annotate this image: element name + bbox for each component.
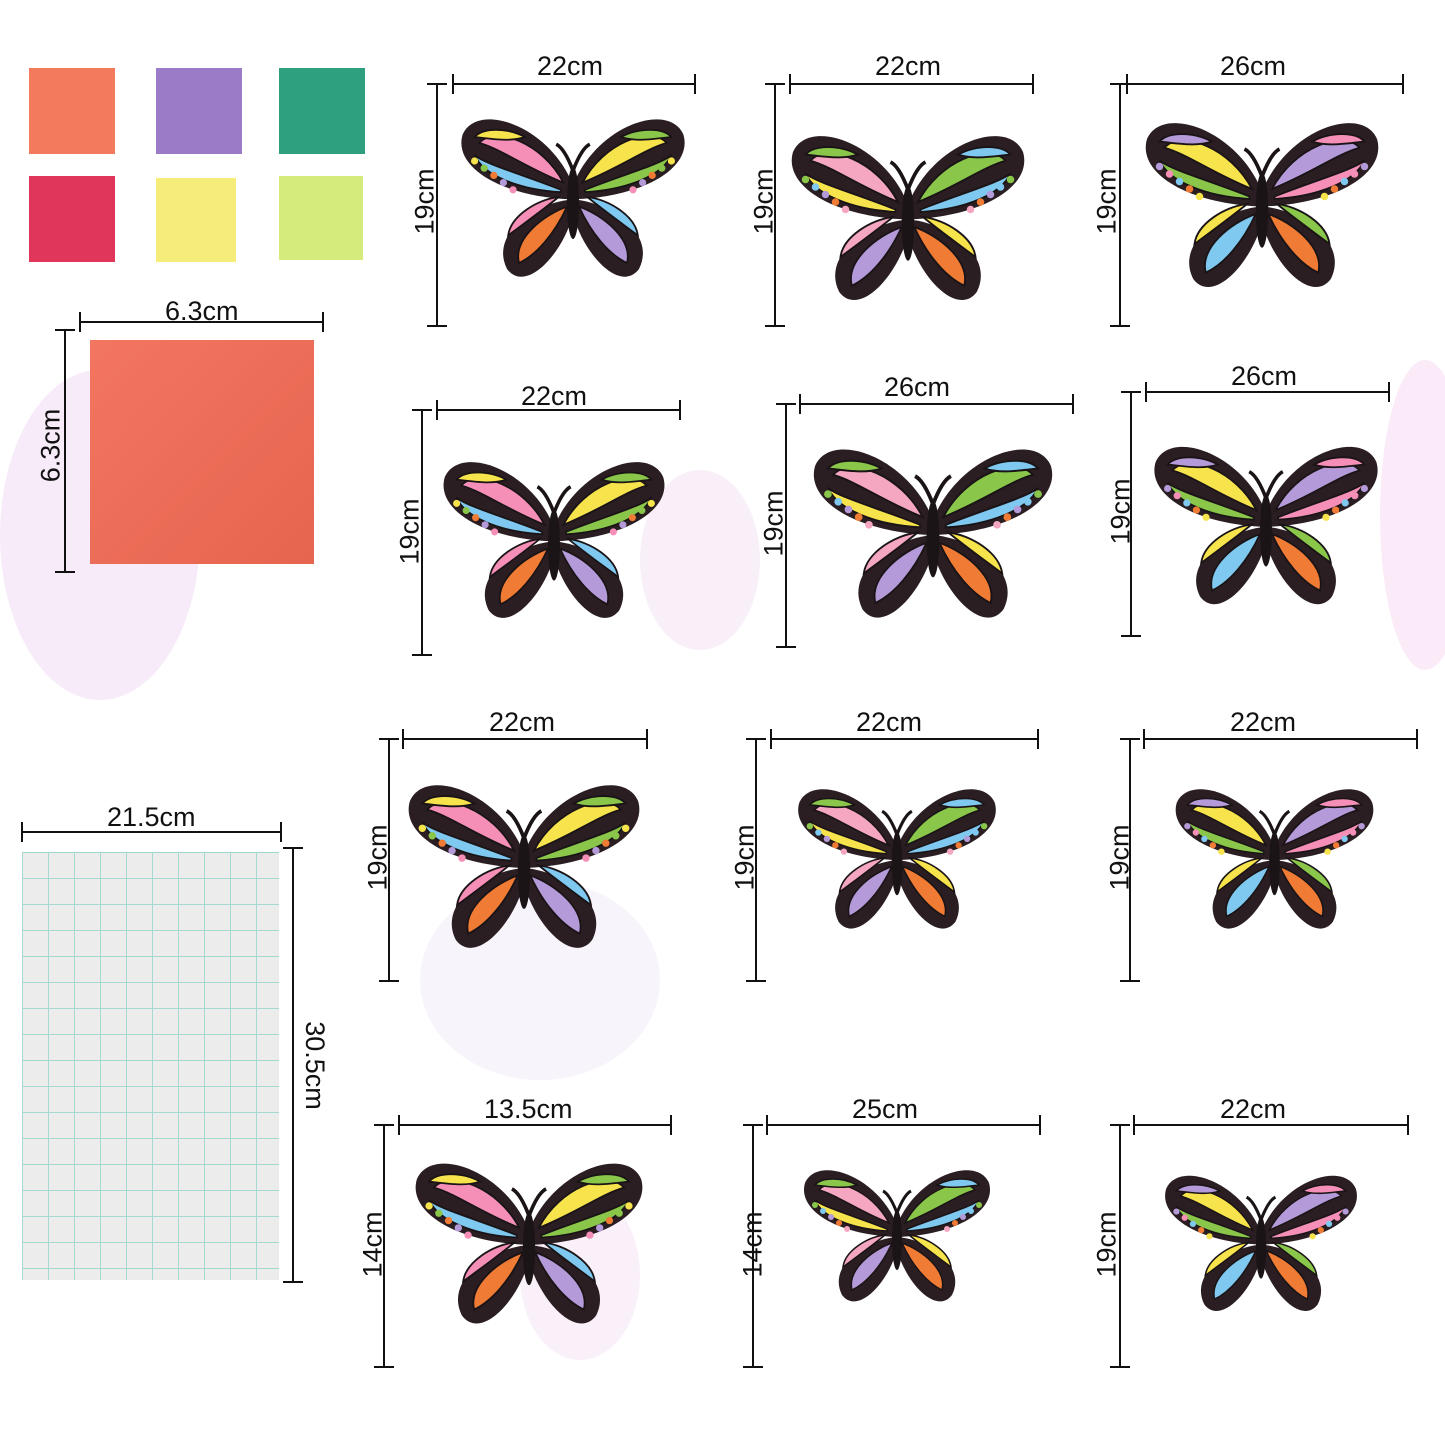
butterfly-9-height-label: 19cm — [1104, 824, 1135, 891]
butterfly-10-width-label: 13.5cm — [484, 1094, 573, 1124]
butterfly-4-icon — [443, 462, 665, 618]
butterfly-12-icon — [1165, 1175, 1357, 1311]
tissue-swatch-purple — [156, 68, 242, 154]
butterfly-10-height-label: 14cm — [357, 1211, 388, 1278]
tissue-swatch-coral — [29, 68, 115, 154]
butterfly-4-height-label: 19cm — [394, 498, 425, 565]
butterfly-6-icon — [1154, 446, 1378, 605]
butterfly-8-width-label: 22cm — [856, 707, 923, 737]
butterfly-2-icon — [791, 136, 1025, 301]
butterfly-11-icon — [803, 1170, 991, 1302]
butterfly-11-width-label: 25cm — [852, 1094, 919, 1124]
butterfly-6-width-label: 26cm — [1231, 361, 1298, 391]
butterfly-1-height-label: 19cm — [409, 168, 440, 235]
butterfly-2-width-label: 22cm — [875, 51, 942, 81]
tissue-swatch-yellow — [156, 178, 236, 262]
butterfly-8-icon — [798, 789, 996, 929]
tissue-swatch-lime — [279, 176, 363, 260]
sheet-width-label: 21.5cm — [107, 802, 196, 832]
butterfly-5-height-label: 19cm — [758, 490, 789, 557]
butterfly-9-icon — [1175, 789, 1374, 929]
butterfly-1-width-label: 22cm — [537, 51, 604, 81]
butterfly-1-icon — [461, 119, 685, 277]
butterfly-3-height-label: 19cm — [1091, 168, 1122, 235]
butterfly-3-icon — [1145, 123, 1379, 288]
butterfly-7-icon — [408, 785, 640, 948]
butterfly-2-height-label: 19cm — [748, 168, 779, 235]
butterfly-7-height-label: 19cm — [362, 824, 393, 891]
butterfly-6-height-label: 19cm — [1105, 478, 1136, 545]
butterfly-12-width-label: 22cm — [1220, 1094, 1287, 1124]
tissue-swatch-pink — [29, 176, 115, 262]
butterfly-4-width-label: 22cm — [521, 381, 588, 411]
butterfly-12-height-label: 19cm — [1091, 1211, 1122, 1278]
butterfly-7-width-label: 22cm — [489, 707, 556, 737]
background-decoration — [1380, 360, 1445, 670]
butterfly-5-width-label: 26cm — [884, 372, 951, 402]
butterfly-9-width-label: 22cm — [1230, 707, 1297, 737]
adhesive-grid-sheet — [22, 852, 279, 1280]
butterfly-3-width-label: 26cm — [1220, 51, 1287, 81]
tissue-swatch-green — [279, 68, 365, 154]
butterfly-10-icon — [415, 1163, 643, 1324]
butterfly-5-icon — [813, 449, 1053, 618]
tissue-paper-sample — [90, 340, 314, 564]
butterfly-8-height-label: 19cm — [729, 824, 760, 891]
butterfly-11-height-label: 14cm — [737, 1211, 768, 1278]
